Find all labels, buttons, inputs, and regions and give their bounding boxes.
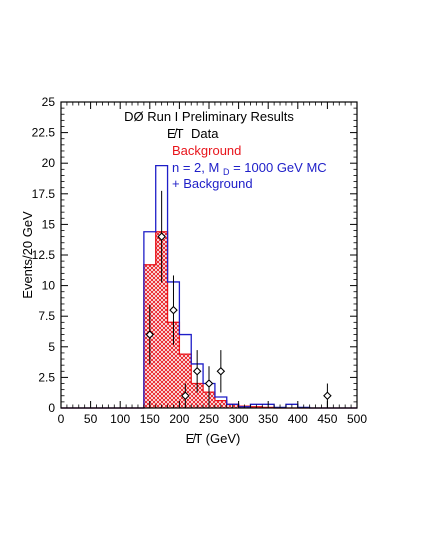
legend-background: Background <box>172 143 241 158</box>
x-tick-label: 400 <box>288 412 308 426</box>
y-tick-label: 22.5 <box>32 126 56 140</box>
x-tick-label: 100 <box>110 412 130 426</box>
data-point <box>157 232 166 241</box>
background-bar <box>179 354 192 408</box>
background-bar <box>155 231 168 408</box>
data-point <box>323 391 332 401</box>
y-tick-label: 2.5 <box>38 370 55 384</box>
data-point <box>216 367 226 376</box>
legend-signal-post: = 1000 GeV MC <box>233 160 327 175</box>
y-tick-label: 0 <box>48 401 55 415</box>
y-tick-label: 17.5 <box>32 187 56 201</box>
x-tick-label: 0 <box>58 412 65 426</box>
background-bar <box>167 322 180 408</box>
chart-title: DØ Run I Preliminary Results <box>124 109 294 124</box>
x-tick-label: 350 <box>258 412 278 426</box>
y-tick-label: 10 <box>42 279 56 293</box>
legend-signal-line1: n = 2, M D = 1000 GeV MC <box>172 160 327 178</box>
y-tick-label: 7.5 <box>38 309 55 323</box>
data-points <box>145 190 332 408</box>
data-point <box>181 391 190 401</box>
data-point <box>169 305 178 315</box>
legend-data: E̸T Data <box>167 126 219 141</box>
x-axis-title: E̸T (GeV) <box>186 431 241 446</box>
legend: E̸T Data Background n = 2, M D = 1000 Ge… <box>167 126 327 191</box>
legend-data-word: Data <box>191 126 219 141</box>
data-point <box>192 367 202 376</box>
y-tick-labels: 0 2.5 5 7.5 10 12.5 15 17.5 20 22.5 25 <box>32 95 56 415</box>
x-tick-label: 300 <box>229 412 249 426</box>
x-tick-label: 50 <box>84 412 98 426</box>
data-point <box>145 330 155 339</box>
legend-signal-line2: + Background <box>172 176 253 191</box>
y-tick-label: 12.5 <box>32 248 56 262</box>
x-tick-label: 500 <box>347 412 367 426</box>
x-tick-label: 150 <box>140 412 160 426</box>
background-bar <box>214 400 227 408</box>
y-axis-title: Events/20 GeV <box>20 211 35 299</box>
x-tick-label: 250 <box>199 412 219 426</box>
background-bar <box>191 383 204 408</box>
y-tick-label: 20 <box>42 156 56 170</box>
data-point <box>204 379 214 388</box>
legend-signal-sub: D <box>223 167 230 177</box>
y-tick-label: 15 <box>42 217 56 231</box>
axis-ticks <box>60 101 358 409</box>
legend-signal-pre: n = 2, M <box>172 160 219 175</box>
y-tick-label: 25 <box>42 95 56 109</box>
y-tick-label: 5 <box>48 340 55 354</box>
legend-data-symbol: E̸T <box>167 126 184 141</box>
x-tick-labels: 0 50 100 150 200 250 300 350 400 450 500 <box>58 412 368 426</box>
x-tick-label: 200 <box>169 412 189 426</box>
x-tick-label: 450 <box>317 412 337 426</box>
